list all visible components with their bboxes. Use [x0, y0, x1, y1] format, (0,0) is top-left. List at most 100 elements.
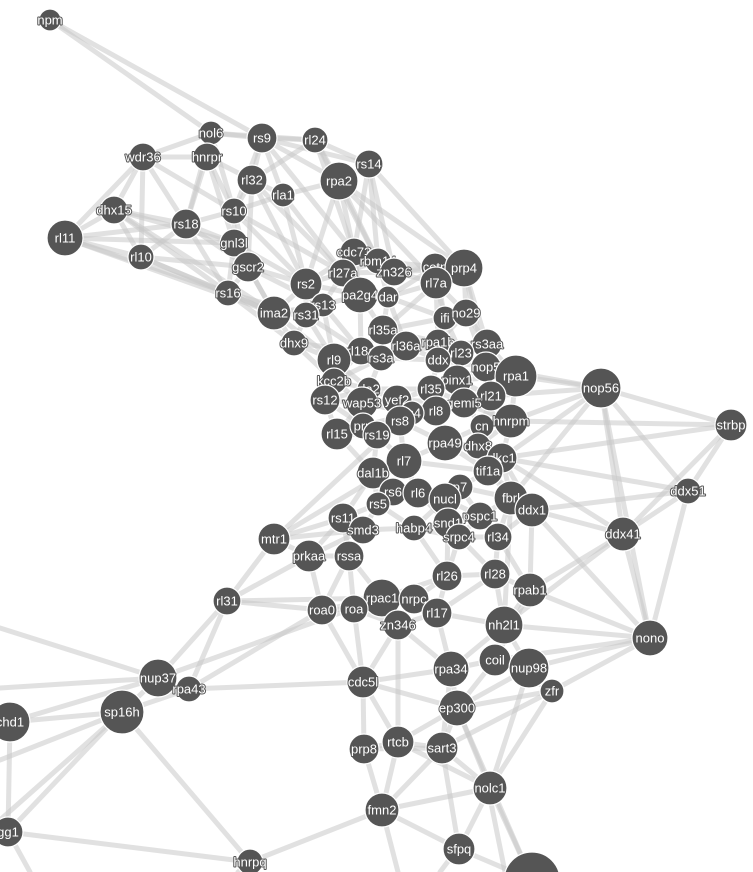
graph-node-dhx8[interactable]: dhx8 [463, 432, 493, 460]
graph-node-rl10[interactable]: rl10 [127, 243, 155, 271]
graph-node-ddx[interactable]: ddx [424, 346, 452, 374]
graph-node-no29[interactable]: no29 [451, 298, 481, 328]
node-circle-sart3 [425, 731, 459, 765]
graph-node-roa0[interactable]: roa0 [306, 594, 338, 626]
graph-node-hnrpm[interactable]: hnrpm [492, 403, 530, 439]
graph-node-rpa2[interactable]: rpa2 [319, 161, 359, 201]
graph-node-wap53[interactable]: wap53 [341, 386, 382, 420]
graph-node-prkaa[interactable]: prkaa [292, 539, 327, 573]
graph-node-rla1[interactable]: rla1 [270, 182, 296, 208]
graph-node-rpa49[interactable]: rpa49 [426, 424, 464, 462]
graph-node-nono[interactable]: nono [631, 619, 669, 657]
graph-node-ddx51[interactable]: ddx51 [669, 477, 707, 505]
graph-node-rpa43[interactable]: rpa43 [171, 675, 207, 703]
graph-node-gnl3l[interactable]: gnl3l [219, 228, 249, 258]
graph-node-rs18[interactable]: rs18 [170, 208, 202, 240]
graph-node-dal1b[interactable]: dal1b [356, 456, 390, 490]
graph-node-gscr2[interactable]: gscr2 [231, 251, 265, 283]
node-circle-dhx8 [464, 432, 492, 460]
graph-node-rl34[interactable]: rl34 [483, 522, 513, 552]
graph-node-pspc1[interactable]: pspc1 [462, 501, 498, 531]
graph-node-habp4[interactable]: habp4 [395, 514, 433, 542]
graph-node-npm[interactable]: npm [36, 8, 64, 32]
graph-node-rl6[interactable]: rl6 [402, 477, 434, 509]
graph-node-rs10[interactable]: rs10 [220, 197, 248, 225]
graph-node-wdr36[interactable]: wdr36 [123, 142, 162, 172]
graph-node-rl36a[interactable]: rl36a [390, 330, 422, 362]
graph-node-rpa34[interactable]: rpa34 [432, 650, 470, 688]
graph-node-hnrpq[interactable]: hnrpq [232, 848, 268, 872]
graph-node-cdc5l[interactable]: cdc5l [346, 665, 380, 699]
graph-node-rl35a[interactable]: rl35a [367, 314, 399, 346]
graph-node-dhx15[interactable]: dhx15 [95, 195, 133, 225]
graph-node-rpab1[interactable]: rpab1 [512, 572, 548, 608]
graph-node-zn346[interactable]: zn346 [379, 609, 417, 641]
graph-node-rl23[interactable]: rl23 [447, 339, 475, 367]
graph-node-nolc1[interactable]: nolc1 [472, 770, 508, 806]
graph-node-rs3aa[interactable]: rs3aa [470, 328, 505, 360]
graph-node-rl21[interactable]: rl21 [475, 380, 507, 412]
graph-node-rs12[interactable]: rs12 [309, 384, 341, 416]
graph-node-rs2[interactable]: rs2 [289, 267, 323, 301]
graph-node-nucl[interactable]: nucl [428, 482, 462, 516]
graph-node-rs16[interactable]: rs16 [214, 279, 242, 307]
graph-node-rs19[interactable]: rs19 [362, 420, 392, 450]
graph-node-rl28[interactable]: rl28 [479, 558, 511, 590]
graph-node-rtcb[interactable]: rtcb [381, 725, 415, 759]
graph-node-sfpq[interactable]: sfpq [442, 832, 476, 866]
graph-node-dhx9[interactable]: dhx9 [279, 329, 309, 357]
graph-node-strbp[interactable]: strbp [714, 408, 748, 442]
graph-node-srpc4[interactable]: srpc4 [442, 523, 476, 551]
graph-node-nup98[interactable]: nup98 [508, 647, 550, 689]
graph-node-rl31[interactable]: rl31 [212, 586, 242, 616]
graph-node-prp8[interactable]: prp8 [348, 733, 380, 765]
graph-node-rl8[interactable]: rl8 [420, 395, 452, 427]
graph-node-rl7[interactable]: rl7 [385, 442, 423, 480]
graph-node-rl17[interactable]: rl17 [421, 597, 453, 629]
graph-node-rs31[interactable]: rs31 [292, 301, 320, 329]
graph-node-zn326[interactable]: zn326 [375, 257, 413, 287]
graph-node-sp16h[interactable]: sp16h [99, 689, 145, 735]
graph-node-rs5[interactable]: rs5 [365, 491, 391, 517]
graph-node-smd3[interactable]: smd3 [346, 515, 380, 545]
graph-node-pa2g4[interactable]: pa2g4 [341, 276, 379, 314]
graph-node-nup37[interactable]: nup37 [138, 658, 178, 698]
graph-node-roa[interactable]: roa [339, 594, 369, 624]
graph-node-zfr[interactable]: zfr [539, 678, 565, 704]
graph-node-hnrpr[interactable]: hnrpr [191, 142, 224, 172]
graph-node-rl24[interactable]: rl24 [301, 126, 329, 154]
graph-node-rs8[interactable]: rs8 [384, 405, 416, 437]
graph-node-sart3[interactable]: sart3 [425, 731, 459, 765]
graph-node-rs3a[interactable]: rs3a [367, 344, 395, 372]
graph-node-nop56[interactable]: nop56 [580, 367, 622, 409]
graph-node-ddx41[interactable]: ddx41 [604, 516, 642, 552]
graph-node-rl9[interactable]: rl9 [316, 342, 352, 378]
graph-node-nol6[interactable]: nol6 [198, 120, 224, 146]
graph-node-rssa[interactable]: rssa [333, 540, 365, 572]
graph-node-rl32[interactable]: rl32 [236, 164, 268, 196]
graph-node-rl11[interactable]: rl11 [46, 219, 84, 257]
graph-node-rl26[interactable]: rl26 [431, 560, 463, 592]
graph-node-rs9[interactable]: rs9 [246, 122, 278, 154]
graph-node-tif1a[interactable]: tif1a [472, 455, 504, 487]
graph-node-big[interactable] [504, 851, 560, 872]
graph-node-nh2l1[interactable]: nh2l1 [484, 605, 524, 645]
graph-node-cn[interactable]: cn [469, 413, 495, 439]
graph-node-fmn2[interactable]: fmn2 [364, 792, 400, 828]
graph-node-rs14[interactable]: rs14 [354, 149, 384, 179]
graph-node-dar[interactable]: dar [376, 285, 400, 309]
graph-node-prp4[interactable]: prp4 [444, 248, 484, 288]
graph-node-chd1[interactable]: chd1 [0, 701, 31, 743]
graph-node-ima2[interactable]: ima2 [256, 295, 292, 331]
graph-node-nop5[interactable]: nop5 [470, 351, 502, 383]
node-circle-big [504, 851, 560, 872]
graph-node-rl7a[interactable]: rl7a [419, 266, 453, 300]
graph-node-ddx1[interactable]: ddx1 [514, 492, 550, 528]
graph-node-mtr1[interactable]: mtr1 [257, 522, 291, 556]
graph-node-rl15[interactable]: rl15 [320, 417, 354, 451]
graph-node-coil[interactable]: coil [478, 643, 512, 677]
graph-node-rpa1[interactable]: rpa1 [494, 354, 538, 398]
graph-node-nrpc[interactable]: nrpc [398, 583, 430, 615]
graph-node-ep300[interactable]: ep300 [438, 689, 476, 727]
graph-node-gg1[interactable]: gg1 [0, 816, 24, 848]
